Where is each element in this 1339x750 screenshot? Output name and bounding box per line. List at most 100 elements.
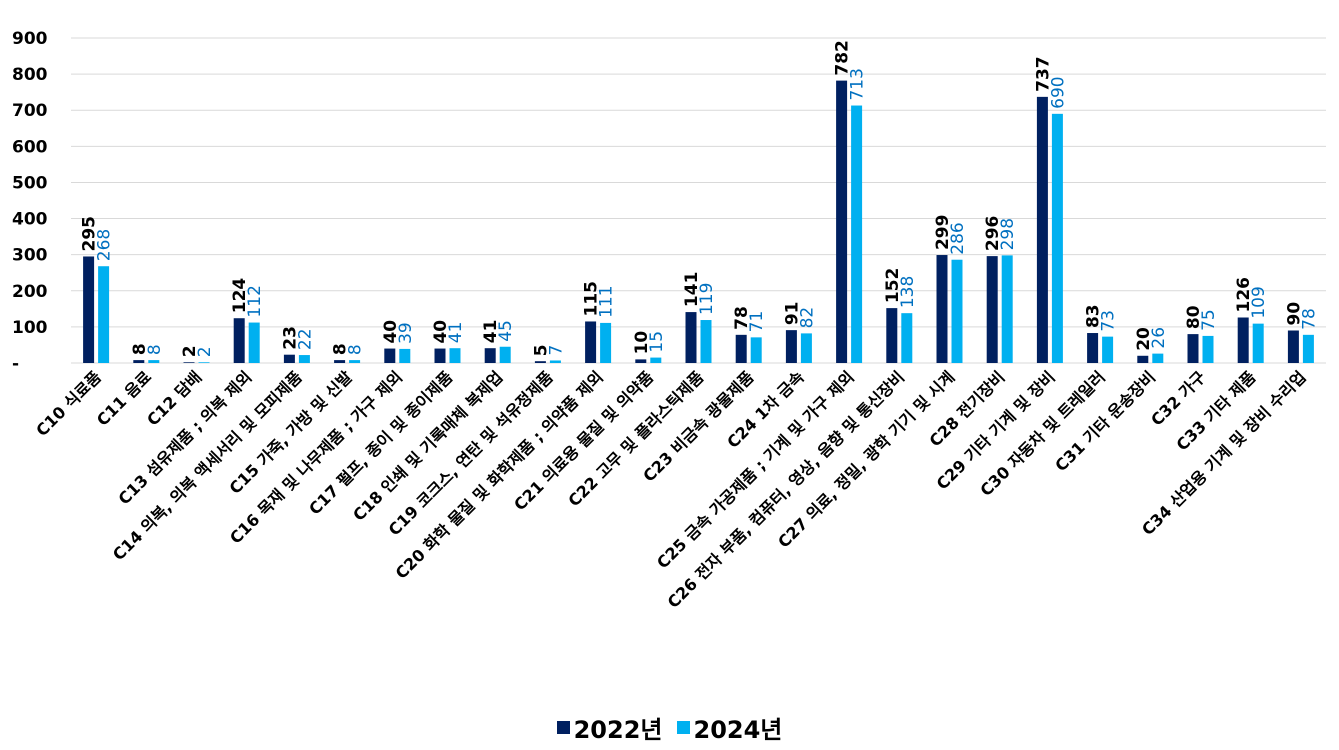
bar-2022 bbox=[1036, 96, 1048, 363]
data-label-2022: 78 bbox=[732, 306, 752, 330]
data-label-2022: 782 bbox=[833, 40, 853, 76]
bar-2022 bbox=[434, 348, 446, 363]
bar-2022 bbox=[936, 255, 948, 363]
bar-2024 bbox=[851, 105, 863, 364]
data-label-2022: 8 bbox=[130, 343, 150, 355]
bar-2022 bbox=[986, 256, 998, 363]
data-label-2024: 119 bbox=[697, 283, 717, 315]
data-label-2022: 296 bbox=[983, 216, 1003, 251]
bar-2024 bbox=[951, 259, 963, 363]
y-tick-label: 800 bbox=[12, 65, 48, 85]
bar-2022 bbox=[785, 330, 797, 363]
bar-2022 bbox=[1237, 317, 1249, 363]
data-label-2024: 73 bbox=[1099, 310, 1119, 332]
legend-item-2022: 2022년 bbox=[556, 710, 663, 745]
data-label-2024: 22 bbox=[295, 328, 315, 350]
data-label-2024: 82 bbox=[797, 307, 817, 329]
bar-2022 bbox=[1187, 334, 1199, 363]
bar-2024 bbox=[700, 320, 712, 363]
data-label-2022: 152 bbox=[883, 268, 903, 304]
bar-2024 bbox=[248, 322, 260, 363]
bar-2024 bbox=[1152, 353, 1164, 363]
legend-item-2024: 2024년 bbox=[676, 710, 783, 745]
data-label-2024: 7 bbox=[546, 345, 566, 356]
bar-2024 bbox=[98, 266, 110, 363]
legend-label-2022: 2022년 bbox=[573, 716, 663, 744]
bar-2024 bbox=[750, 337, 762, 363]
bar-2024 bbox=[298, 355, 310, 363]
data-label-2022: 91 bbox=[782, 301, 802, 325]
bar-2024 bbox=[549, 360, 561, 363]
bar-2024 bbox=[449, 348, 461, 363]
data-label-2022: 40 bbox=[431, 320, 451, 344]
bar-2022 bbox=[133, 360, 145, 363]
y-tick-label: - bbox=[12, 354, 19, 374]
data-label-2024: 298 bbox=[998, 218, 1018, 250]
legend-swatch-2022 bbox=[556, 721, 570, 734]
bar-2022 bbox=[735, 334, 747, 363]
bar-2022 bbox=[585, 321, 597, 363]
data-label-2024: 8 bbox=[145, 344, 165, 355]
data-label-2024: 75 bbox=[1199, 309, 1219, 331]
data-label-2022: 80 bbox=[1184, 305, 1204, 329]
data-label-2022: 737 bbox=[1033, 56, 1053, 92]
bar-2022 bbox=[836, 80, 848, 363]
bar-2024 bbox=[349, 360, 361, 363]
data-label-2022: 115 bbox=[582, 281, 602, 317]
bar-2022 bbox=[1087, 333, 1099, 363]
data-label-2022: 20 bbox=[1134, 327, 1154, 351]
data-label-2024: 268 bbox=[95, 229, 115, 261]
bar-2022 bbox=[1287, 330, 1299, 363]
data-label-2022: 83 bbox=[1084, 304, 1104, 328]
data-label-2022: 40 bbox=[381, 320, 401, 344]
legend-label-2024: 2024년 bbox=[693, 716, 783, 744]
data-label-2024: 286 bbox=[948, 222, 968, 254]
data-label-2022: 23 bbox=[280, 326, 300, 350]
y-tick-label: 600 bbox=[12, 137, 48, 157]
bar-2024 bbox=[600, 322, 612, 363]
x-tick-label: C26 전자 부품, 컴퓨터, 영상, 음향 및 통신장비 bbox=[664, 367, 908, 611]
data-label-2024: 26 bbox=[1149, 327, 1169, 349]
bar-2024 bbox=[148, 360, 160, 363]
bar-2022 bbox=[283, 354, 295, 363]
bar-2024 bbox=[1001, 255, 1013, 363]
bar-2022 bbox=[484, 348, 496, 363]
bar-2024 bbox=[650, 357, 662, 363]
data-label-2022: 141 bbox=[682, 272, 702, 308]
data-label-2024: 39 bbox=[396, 322, 416, 344]
bar-2022 bbox=[886, 308, 898, 363]
y-tick-label: 100 bbox=[12, 318, 48, 338]
bar-2022 bbox=[685, 312, 697, 363]
data-label-2022: 2 bbox=[180, 345, 200, 357]
y-tick-label: 400 bbox=[12, 210, 48, 230]
y-tick-label: 200 bbox=[12, 282, 48, 302]
data-label-2024: 8 bbox=[346, 344, 366, 355]
data-label-2024: 138 bbox=[898, 276, 918, 308]
data-label-2022: 5 bbox=[531, 344, 551, 356]
bar-2024 bbox=[1252, 323, 1264, 363]
bar-2024 bbox=[1202, 335, 1214, 363]
data-label-2024: 112 bbox=[245, 285, 265, 317]
bar-2022 bbox=[334, 360, 346, 363]
bar-2022 bbox=[1137, 355, 1149, 363]
data-label-2022: 126 bbox=[1234, 277, 1254, 313]
y-tick-label: 900 bbox=[12, 29, 48, 49]
data-label-2022: 124 bbox=[230, 278, 250, 314]
x-tick-label: C10 식료품 bbox=[32, 367, 105, 440]
bar-2022 bbox=[233, 318, 245, 363]
bar-2024 bbox=[399, 348, 411, 363]
data-label-2024: 71 bbox=[747, 311, 767, 333]
data-label-2024: 45 bbox=[496, 320, 516, 342]
data-label-2024: 713 bbox=[848, 68, 868, 100]
bar-2024 bbox=[1102, 336, 1114, 363]
data-label-2024: 15 bbox=[647, 331, 667, 353]
y-tick-label: 700 bbox=[12, 101, 48, 121]
bar-2022 bbox=[83, 256, 95, 363]
data-label-2022: 10 bbox=[632, 331, 652, 355]
bar-2024 bbox=[198, 362, 210, 363]
data-label-2024: 41 bbox=[446, 322, 466, 344]
bar-2022 bbox=[534, 361, 546, 363]
bar-2024 bbox=[499, 346, 511, 363]
legend: 2022년 2024년 bbox=[0, 710, 1339, 745]
